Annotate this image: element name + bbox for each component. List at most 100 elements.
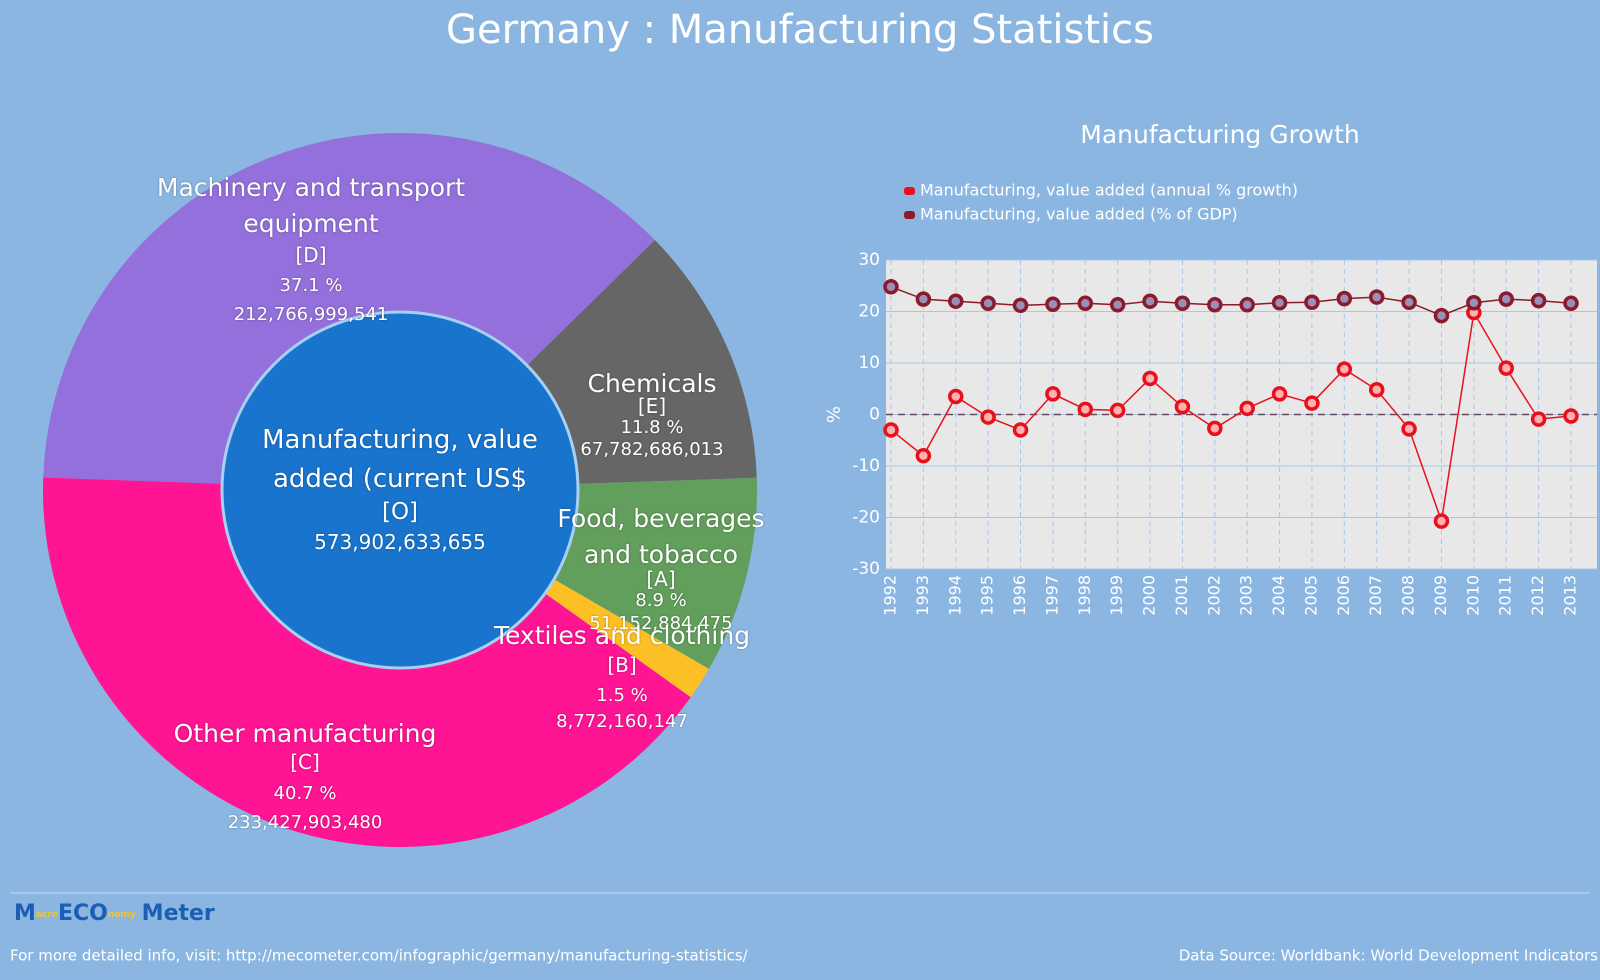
series-point bbox=[1109, 402, 1126, 419]
x-tick-label: 1992 bbox=[881, 575, 900, 616]
series-point bbox=[1563, 295, 1579, 312]
y-tick-label: 10 bbox=[858, 353, 880, 373]
series-point bbox=[1336, 290, 1353, 307]
series-point bbox=[1530, 411, 1547, 427]
y-tick-label: -30 bbox=[852, 559, 880, 579]
x-tick-label: 1999 bbox=[1107, 575, 1126, 616]
segment-label: Chemicals bbox=[587, 369, 717, 398]
y-axis-label: % bbox=[822, 406, 843, 423]
x-tick-label: 1997 bbox=[1042, 575, 1061, 616]
page-title: Germany : Manufacturing Statistics bbox=[446, 7, 1154, 53]
series-point bbox=[1174, 399, 1191, 415]
series-point bbox=[980, 295, 996, 312]
logo-part: ECO bbox=[58, 901, 108, 926]
series-point bbox=[1563, 408, 1579, 424]
series-point bbox=[1368, 289, 1385, 305]
y-tick-label: 30 bbox=[858, 250, 880, 270]
series-point bbox=[1207, 420, 1223, 437]
series-point bbox=[1045, 296, 1061, 313]
series-point bbox=[1239, 400, 1255, 417]
segment-percent: 8.9 % bbox=[635, 590, 687, 611]
center-label: Manufacturing, value added (current US$ bbox=[262, 425, 538, 494]
logo-part: acro bbox=[36, 910, 58, 920]
legend-marker bbox=[904, 211, 915, 219]
series-line bbox=[890, 286, 1572, 317]
segment-percent: 37.1 % bbox=[279, 275, 343, 296]
x-tick-label: 2010 bbox=[1463, 575, 1482, 616]
series-point bbox=[1530, 292, 1547, 309]
series-point bbox=[1077, 295, 1094, 312]
segment-code: [A] bbox=[646, 567, 676, 591]
series-point bbox=[1045, 386, 1061, 402]
legend-marker bbox=[904, 187, 915, 195]
footer-source: Data Source: Worldbank: World Developmen… bbox=[1179, 947, 1598, 965]
segment-label: Textiles and clothing bbox=[493, 621, 751, 650]
logo-part: M bbox=[14, 901, 36, 926]
logo-part: Meter bbox=[142, 901, 215, 926]
legend-label: Manufacturing, value added (% of GDP) bbox=[920, 205, 1238, 224]
series-point bbox=[1109, 297, 1126, 313]
x-tick-label: 2011 bbox=[1496, 575, 1515, 616]
series-point bbox=[1239, 297, 1255, 313]
x-tick-label: 2004 bbox=[1269, 575, 1288, 616]
series-line bbox=[890, 310, 1572, 522]
series-point bbox=[1077, 401, 1094, 418]
donut-center bbox=[220, 310, 580, 670]
segment-amount: 233,427,903,480 bbox=[227, 812, 383, 833]
x-tick-label: 2003 bbox=[1237, 575, 1256, 616]
x-tick-label: 1994 bbox=[945, 575, 964, 616]
y-tick-label: 0 bbox=[869, 405, 880, 425]
series-point bbox=[1304, 395, 1320, 411]
series-point bbox=[1401, 294, 1417, 310]
segment-percent: 11.8 % bbox=[620, 417, 684, 438]
series-point bbox=[915, 291, 932, 307]
series-point bbox=[883, 422, 899, 438]
series-point bbox=[915, 447, 932, 464]
series-point bbox=[1433, 513, 1450, 529]
center-amount: 573,902,633,655 bbox=[314, 530, 486, 554]
series-point bbox=[1498, 291, 1514, 307]
series-point bbox=[1271, 386, 1288, 402]
series-point bbox=[1207, 297, 1223, 313]
x-tick-label: 1998 bbox=[1075, 575, 1094, 616]
series-point bbox=[1401, 421, 1417, 437]
segment-label: Other manufacturing bbox=[173, 719, 437, 748]
series-point bbox=[1271, 294, 1288, 311]
logo: MacroECOnomy Meter bbox=[14, 901, 215, 926]
x-tick-label: 2007 bbox=[1366, 575, 1385, 616]
segment-code: [C] bbox=[290, 750, 320, 774]
series-point bbox=[980, 409, 996, 425]
segment-code: [B] bbox=[607, 653, 637, 677]
donut-segment bbox=[554, 477, 757, 669]
x-tick-label: 2013 bbox=[1561, 575, 1580, 616]
segment-label: Machinery and transport equipment bbox=[156, 173, 466, 238]
x-tick-label: 2012 bbox=[1528, 575, 1547, 616]
x-tick-label: 1995 bbox=[978, 575, 997, 616]
series-point bbox=[1174, 295, 1191, 312]
series-point bbox=[883, 279, 899, 295]
x-tick-label: 1993 bbox=[913, 575, 932, 616]
series-point bbox=[1336, 361, 1353, 377]
donut-segment bbox=[527, 240, 757, 484]
series-point bbox=[948, 293, 964, 309]
segment-code: [D] bbox=[295, 243, 327, 267]
donut-segment bbox=[43, 132, 655, 484]
segment-percent: 40.7 % bbox=[273, 783, 337, 804]
y-tick-label: -10 bbox=[852, 456, 880, 476]
series-point bbox=[1012, 422, 1029, 438]
series-point bbox=[1142, 370, 1158, 387]
donut-segment bbox=[42, 477, 691, 848]
x-tick-label: 2009 bbox=[1431, 575, 1450, 616]
segment-amount: 51,152,884,475 bbox=[589, 613, 733, 634]
series-point bbox=[1304, 294, 1320, 310]
segment-percent: 1.5 % bbox=[596, 685, 648, 706]
series-point bbox=[1142, 293, 1158, 309]
footer-link[interactable]: For more detailed info, visit: http://me… bbox=[10, 947, 749, 965]
x-tick-label: 2001 bbox=[1172, 575, 1191, 616]
x-tick-label: 2002 bbox=[1204, 575, 1223, 616]
segment-amount: 8,772,160,147 bbox=[556, 711, 688, 732]
series-point bbox=[1466, 294, 1482, 311]
chart-title: Manufacturing Growth bbox=[1080, 120, 1359, 149]
